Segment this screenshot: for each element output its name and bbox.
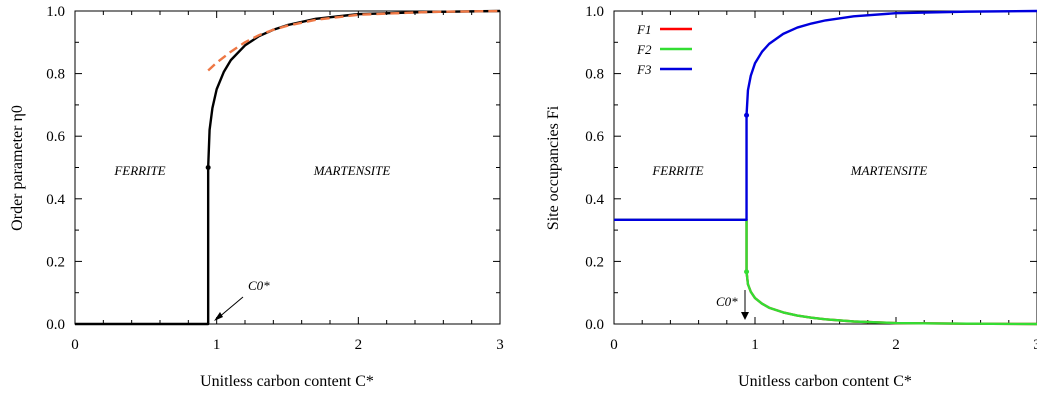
y-tick-label: 0.0 bbox=[46, 317, 65, 333]
legend: F1 F2 F3 bbox=[636, 22, 692, 77]
x-tick-label: 3 bbox=[1033, 337, 1037, 353]
y-axis-title: Order parameter η0 bbox=[9, 105, 26, 231]
y-tick-label: 0.0 bbox=[585, 317, 604, 333]
series-line-f1 bbox=[614, 218, 1037, 326]
y-tick-labels: 0.0 0.2 0.4 0.6 0.8 1.0 bbox=[585, 4, 604, 333]
x-axis-title: Unitless carbon content C* bbox=[738, 373, 912, 390]
region-label-martensite: MARTENSITE bbox=[313, 163, 391, 178]
transition-marker bbox=[744, 269, 750, 275]
y-tick-label: 0.2 bbox=[585, 254, 604, 270]
annotation-arrow-head bbox=[741, 312, 749, 320]
tick-marks bbox=[613, 10, 1037, 325]
y-tick-label: 0.2 bbox=[46, 254, 65, 270]
transition-marker bbox=[205, 165, 211, 170]
x-tick-label: 0 bbox=[610, 337, 618, 353]
x-tick-labels: 0 1 2 3 bbox=[71, 337, 504, 353]
x-axis-title: Unitless carbon content C* bbox=[200, 373, 374, 390]
y-tick-labels: 0.0 0.2 0.4 0.6 0.8 1.0 bbox=[46, 4, 65, 333]
x-tick-label: 2 bbox=[355, 337, 363, 353]
y-tick-label: 0.4 bbox=[585, 192, 604, 208]
transition-marker bbox=[744, 112, 750, 118]
region-label-martensite: MARTENSITE bbox=[850, 163, 928, 178]
legend-label-f3: F3 bbox=[636, 62, 652, 77]
x-tick-label: 2 bbox=[892, 337, 900, 353]
annotation-arrow-head bbox=[214, 312, 223, 321]
y-tick-label: 0.8 bbox=[46, 67, 65, 83]
legend-label-f1: F1 bbox=[636, 22, 651, 37]
y-tick-label: 0.4 bbox=[46, 192, 65, 208]
x-tick-label: 1 bbox=[213, 337, 221, 353]
legend-label-f2: F2 bbox=[636, 42, 652, 57]
y-tick-label: 0.6 bbox=[46, 129, 65, 145]
region-label-ferrite: FERRITE bbox=[651, 163, 703, 178]
series-layer bbox=[75, 9, 501, 326]
y-tick-label: 0.6 bbox=[585, 129, 604, 145]
critical-c-annotation: C0* bbox=[716, 294, 738, 309]
y-tick-label: 1.0 bbox=[585, 4, 604, 20]
y-tick-label: 0.8 bbox=[585, 67, 604, 83]
series-line-f2 bbox=[614, 218, 1037, 326]
order-parameter-chart: 0 1 2 3 0.0 0.2 0.4 0.6 0.8 1.0 FERRITE MARTENSI… bbox=[9, 4, 504, 390]
series-line-dashed bbox=[207, 9, 501, 72]
site-occupancy-chart: 0 1 2 3 0.0 0.2 0.4 0.6 0.8 1.0 FERRITE MARTENSI… bbox=[545, 4, 1037, 390]
x-tick-label: 0 bbox=[71, 337, 79, 353]
x-tick-labels: 0 1 2 3 bbox=[610, 337, 1037, 353]
series-layer bbox=[614, 9, 1037, 326]
x-tick-label: 1 bbox=[751, 337, 759, 353]
series-line-f3 bbox=[614, 9, 1037, 221]
x-tick-label: 3 bbox=[496, 337, 504, 353]
y-tick-label: 1.0 bbox=[46, 4, 65, 20]
y-axis-title: Site occupancies Fi bbox=[545, 105, 562, 230]
annotation-arrow-shaft bbox=[217, 296, 244, 319]
region-label-ferrite: FERRITE bbox=[113, 163, 165, 178]
critical-c-annotation: C0* bbox=[248, 278, 270, 293]
